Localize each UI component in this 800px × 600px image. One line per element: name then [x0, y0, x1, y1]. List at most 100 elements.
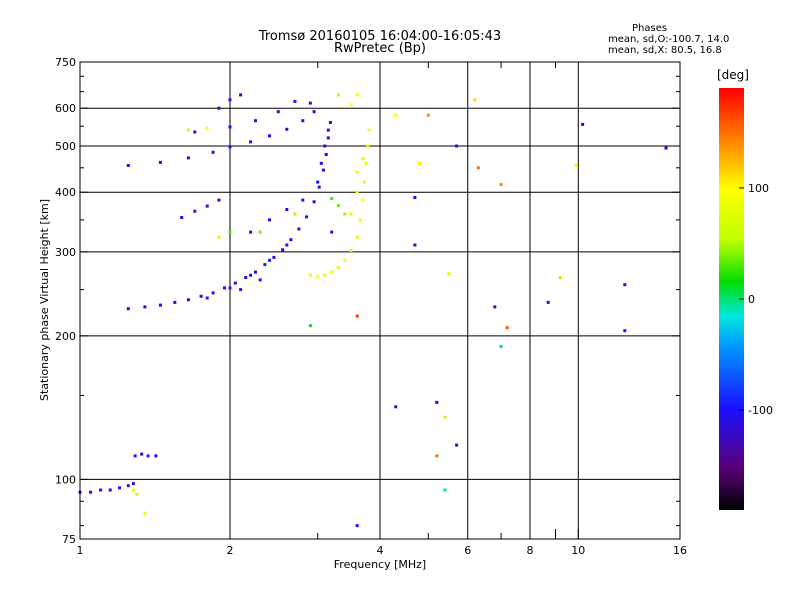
echo-point-o: [133, 454, 137, 458]
x-tick-label: 4: [377, 544, 384, 557]
echo-point-x: [228, 230, 232, 234]
echo-point-x: [355, 93, 359, 97]
echo-point-o: [205, 204, 209, 208]
echo-point-x: [349, 103, 353, 107]
echo-point-x: [358, 218, 362, 222]
echo-point-x: [355, 190, 359, 194]
echo-point-o: [228, 286, 232, 290]
echo-point-o: [126, 164, 130, 167]
echo-point-o: [281, 248, 285, 252]
echo-point-x: [367, 128, 371, 132]
echo-point-o: [623, 283, 627, 287]
echo-point-o: [186, 298, 190, 302]
echo-point-o: [268, 218, 271, 222]
echo-point-o: [131, 482, 135, 486]
colorbar-tick-label: 0: [748, 293, 755, 306]
echo-point-o: [413, 196, 417, 199]
echo-point-x: [366, 144, 370, 148]
echo-point-o: [249, 140, 253, 144]
echo-point-o: [285, 208, 289, 211]
echo-point-x: [349, 212, 353, 216]
echo-point-o: [126, 484, 130, 488]
y-tick-label: 500: [55, 140, 76, 153]
echo-point-o: [323, 144, 327, 148]
echo-point-o: [355, 524, 359, 528]
echo-point-o: [249, 273, 253, 277]
echo-point-o: [321, 168, 325, 172]
echo-point-x: [473, 98, 477, 102]
echo-point-x: [362, 180, 366, 184]
y-tick-labels: 75 100 200 300 400 500 600 750: [55, 56, 76, 546]
stats-line-o: mean, sd,O:-100.7, 14.0: [608, 34, 730, 45]
y-tick-label: 400: [55, 186, 76, 199]
echo-point-x: [418, 161, 421, 165]
echo-point-x: [435, 454, 439, 458]
echo-point-o: [254, 270, 257, 274]
echo-point-o: [413, 243, 417, 247]
echo-point-x: [186, 128, 190, 132]
echo-point-o: [154, 454, 158, 458]
echo-point-o: [394, 405, 398, 409]
echo-point-o: [326, 136, 330, 140]
echo-point-o: [158, 303, 162, 307]
echo-point-x: [143, 511, 147, 515]
echo-point-x: [574, 164, 578, 167]
y-axis-label: Stationary phase Virtual Height [km]: [38, 199, 51, 401]
echo-point-x: [316, 275, 320, 279]
echo-point-o: [664, 146, 668, 150]
echo-point-o: [193, 209, 197, 213]
echo-point-x: [131, 488, 135, 492]
echo-point-o: [316, 180, 320, 184]
echo-point-o: [211, 291, 215, 295]
stats-title: Phases: [632, 23, 668, 34]
echo-point-o: [254, 119, 257, 123]
echo-point-o: [118, 486, 121, 490]
y-tick-label: 200: [55, 330, 76, 343]
echo-point-x: [505, 326, 509, 330]
echo-point-x: [499, 183, 503, 187]
echo-point-o: [581, 122, 585, 126]
y-tick-label: 300: [55, 246, 76, 259]
echo-point-x: [361, 157, 365, 161]
echo-point-o: [276, 110, 280, 114]
echo-point-o: [205, 296, 209, 300]
echo-point-o: [330, 230, 334, 234]
echo-point-x: [499, 344, 503, 348]
stats-line-x: mean, sd,X: 80.5, 16.8: [608, 45, 722, 56]
chart-subtitle: RwPretec (Bp): [333, 41, 427, 56]
echo-point-x: [258, 230, 262, 234]
echo-point-o: [193, 130, 197, 134]
echo-point-o: [312, 200, 316, 204]
echo-point-o: [285, 127, 289, 131]
echo-point-o: [146, 454, 150, 458]
echo-point-x: [217, 235, 221, 239]
y-tick-label: 75: [62, 533, 76, 546]
echo-point-o: [263, 263, 267, 267]
echo-point-x: [135, 492, 139, 496]
x-tick-label: 6: [464, 544, 471, 557]
x-tick-labels: 1 2 4 6 8 10 16: [77, 544, 688, 557]
colorbar-label: [deg]: [717, 68, 749, 82]
echo-point-x: [355, 235, 359, 239]
colorbar-tick-label: -100: [748, 404, 773, 417]
echo-point-o: [89, 490, 93, 494]
echo-point-o: [301, 119, 305, 123]
echo-point-x: [330, 270, 334, 274]
echo-point-o: [546, 300, 550, 304]
echo-point-x: [336, 204, 340, 208]
echo-point-o: [186, 156, 190, 160]
echo-point-x: [558, 276, 562, 279]
echo-point-x: [355, 314, 359, 318]
echo-point-x: [361, 198, 365, 202]
echo-points: [78, 93, 668, 528]
echo-point-o: [108, 488, 112, 492]
echo-point-o: [272, 255, 276, 259]
echo-point-o: [140, 452, 144, 456]
x-axis-label: Frequency [MHz]: [334, 558, 426, 571]
echo-point-o: [324, 153, 328, 156]
plot-frame: [79, 61, 681, 540]
echo-point-x: [308, 273, 312, 277]
x-tick-label: 10: [571, 544, 585, 557]
echo-point-o: [289, 238, 293, 242]
